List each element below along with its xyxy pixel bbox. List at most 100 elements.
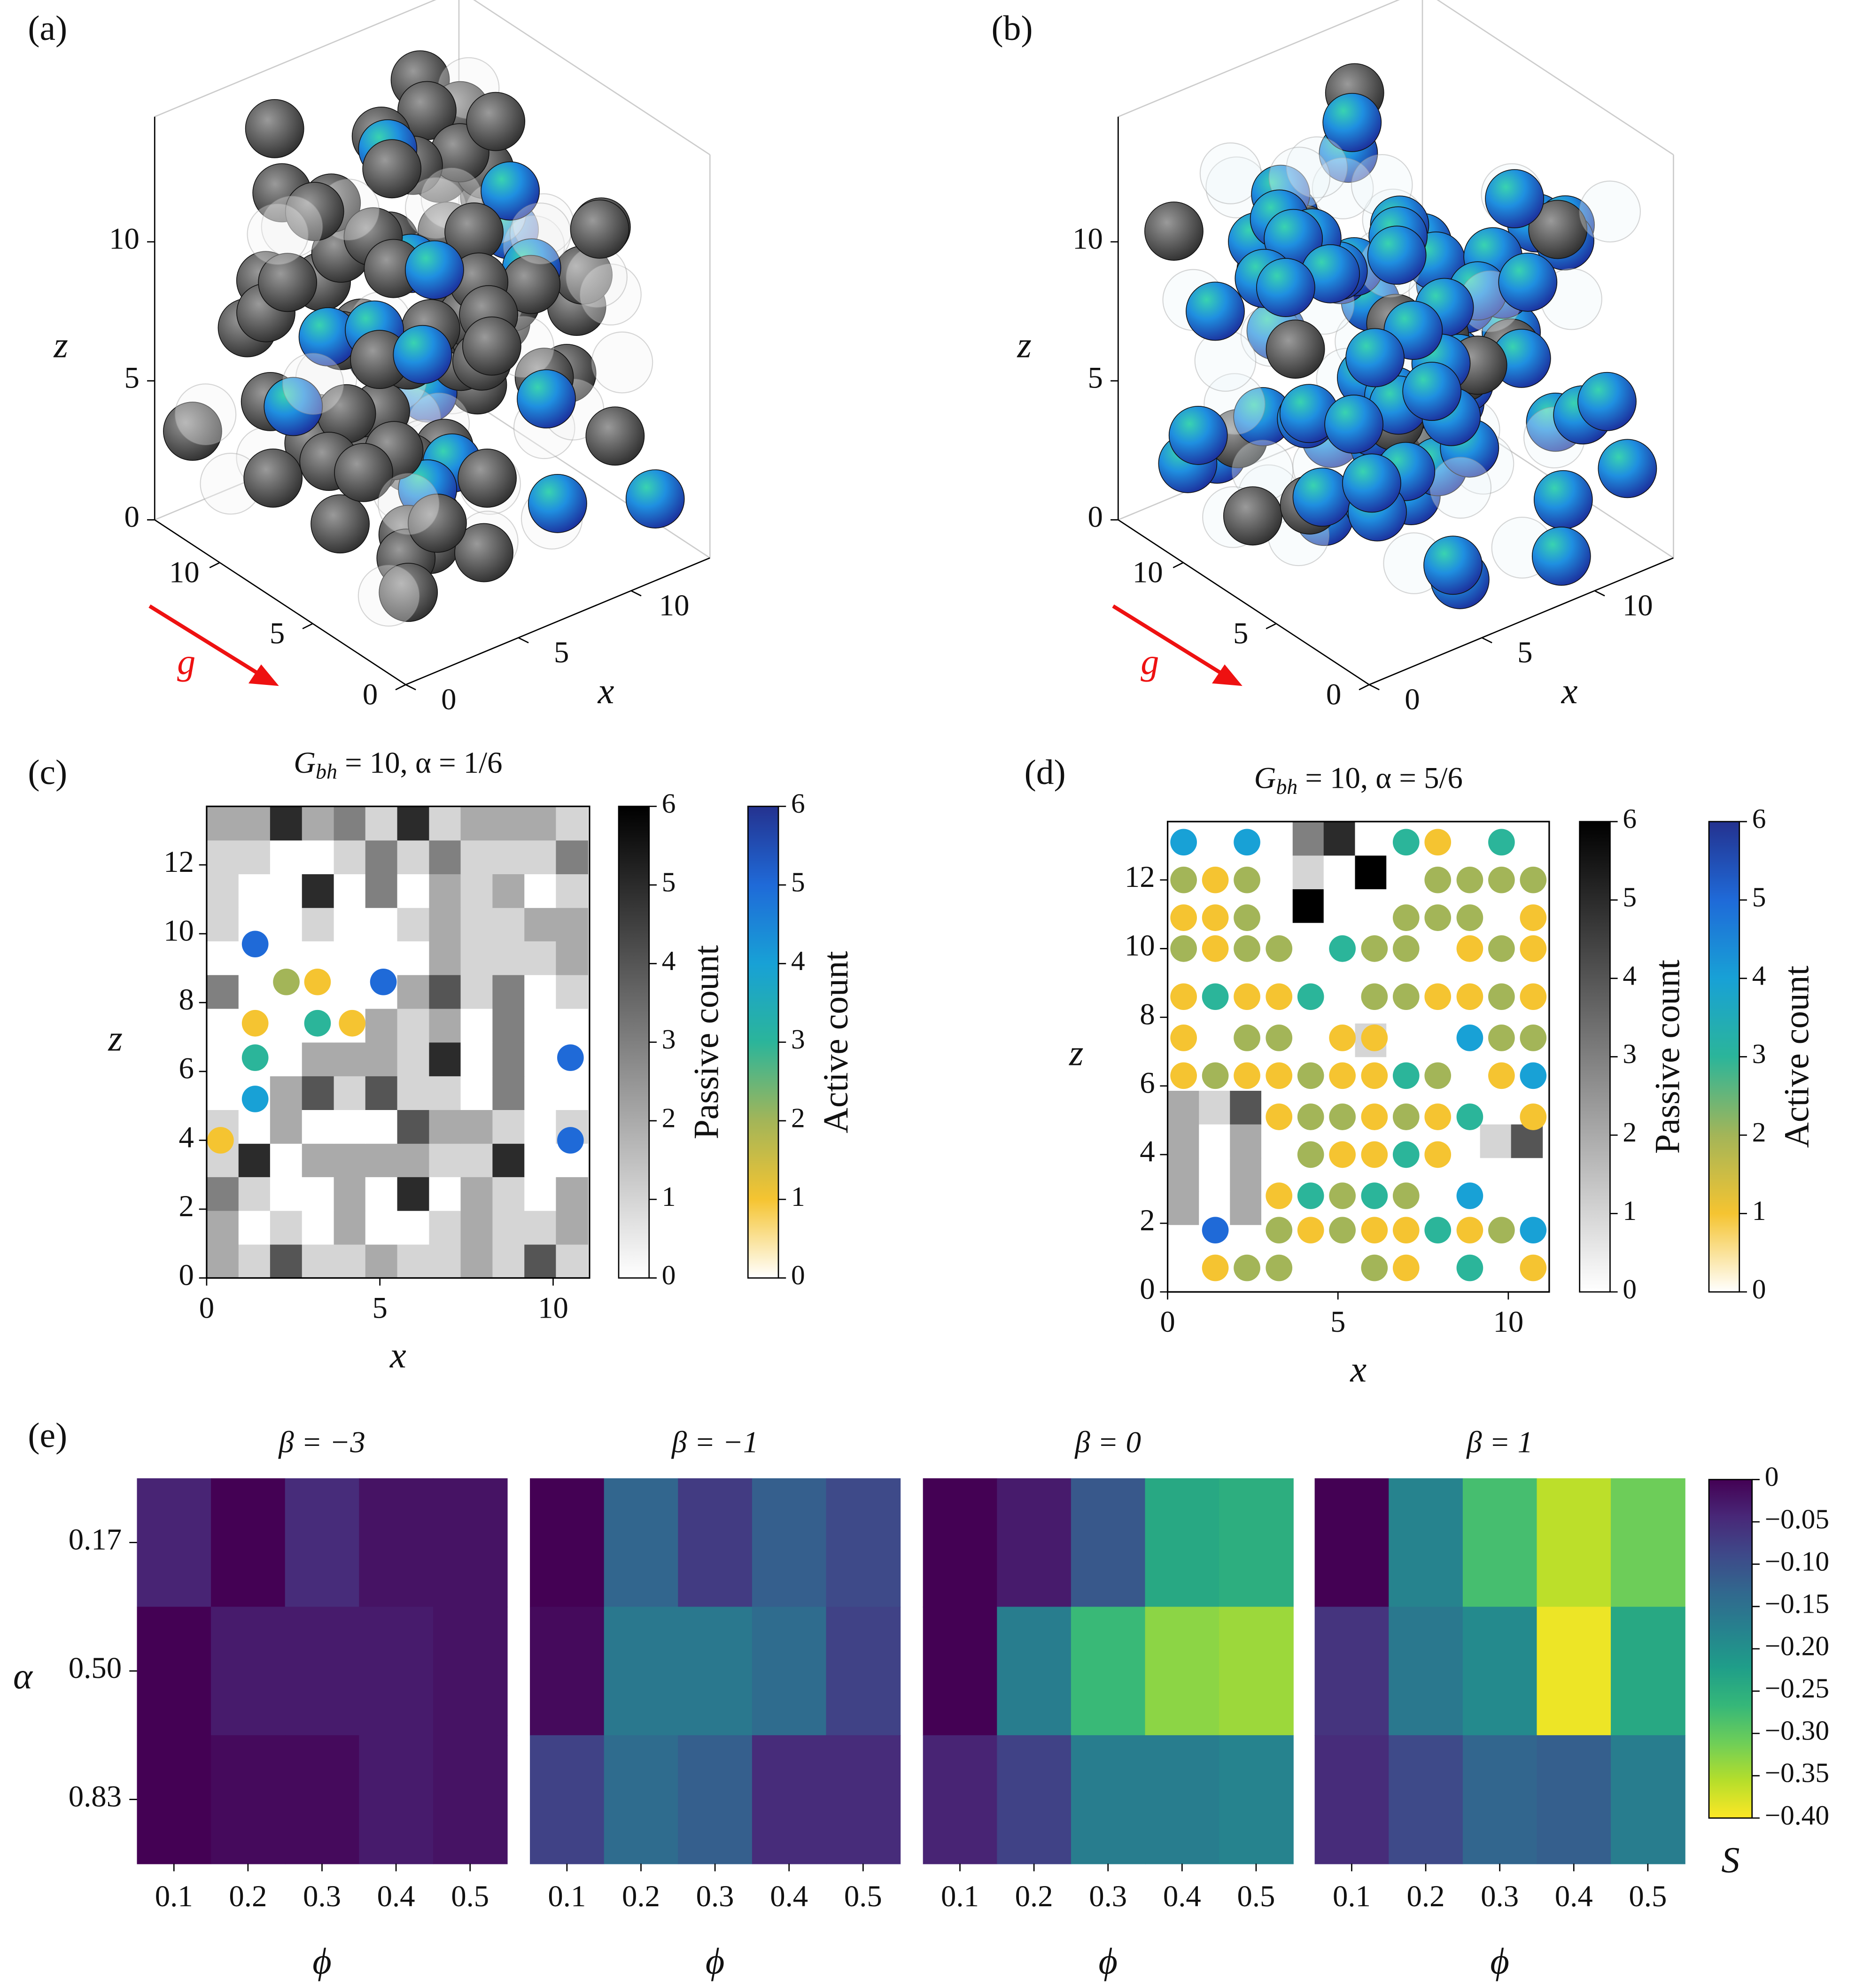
passive-cell [492,1143,525,1177]
active-point [1424,904,1452,931]
colorbar-tick-label: 4 [662,945,676,976]
passive-cell [270,874,303,908]
active-point [1520,983,1547,1010]
ghost-sphere [1312,157,1374,219]
ghost-sphere [591,331,653,394]
colorbar-tick-label: −0.15 [1765,1588,1829,1619]
colorbar-tick-label: 5 [1623,881,1637,912]
passive-cell [524,840,557,875]
passive-cell [429,874,461,908]
active-point [1170,1062,1197,1089]
y-axis [154,519,406,685]
panel-label: (a) [28,9,67,48]
passive-cell [270,1076,303,1110]
passive-cell [429,1177,461,1211]
x-tick-label: 0 [1405,683,1420,716]
passive-cell [365,1143,398,1177]
passive-cell [334,806,366,841]
passive-cell [397,974,430,1009]
active-point [1392,1254,1420,1281]
y-tick-label: 12 [163,845,194,879]
sphere [1528,200,1588,259]
passive-cell [492,974,525,1009]
ghost-sphere [1194,330,1257,392]
y-axis [1118,519,1370,685]
active-point [557,1044,584,1071]
colorbar-tick-label: 4 [1752,960,1766,991]
x-tick-label: 0.1 [1333,1879,1371,1913]
x-tick-label: 0 [1160,1305,1175,1339]
passive-cell [302,1076,334,1110]
y-tick-label: 5 [270,616,285,650]
active-point [1297,983,1324,1010]
active-point [1456,1254,1483,1281]
y-axis-label: z [108,1018,122,1059]
passive-cell [1480,889,1512,923]
colorbar-tick-label: 1 [791,1181,805,1212]
passive-cell [397,908,430,941]
heatmap-cell [1611,1607,1685,1736]
passive-cell [1480,955,1512,990]
x-tick-label: 0.2 [1407,1879,1445,1913]
colorbar-tick-label: −0.25 [1765,1673,1829,1704]
passive-cell [397,1177,430,1211]
passive-cell [524,1042,557,1077]
passive-cell [1480,1258,1512,1293]
heatmap-cell [923,1735,998,1864]
x-tick-label: 10 [538,1291,568,1325]
passive-cell [1199,1124,1231,1158]
active-point [1329,1062,1356,1089]
x-tick-label: 10 [659,589,690,622]
passive-cell [460,908,493,941]
sphere [362,139,422,199]
ghost-sphere [509,202,572,264]
passive-cell [1323,1258,1356,1293]
passive-cell [334,1177,366,1211]
y-tick-label: 6 [179,1052,194,1086]
x-tick-label: 0.4 [377,1879,415,1913]
passive-cell [397,941,430,975]
passive-cell [460,1210,493,1245]
passive-cell [206,806,239,841]
x-tick-label: 0.3 [696,1879,734,1913]
x-tick-label: 0.2 [1015,1879,1053,1913]
active-point [1361,1103,1388,1130]
sphere [264,377,323,436]
colorbar-tick-label: 5 [791,867,805,898]
passive-cell [334,908,366,941]
active-point [1297,1141,1324,1168]
sphere [462,316,521,376]
passive-cell [429,1143,461,1177]
passive-cell [302,908,334,941]
colorbar-label: S [1721,1839,1740,1880]
active-point [1202,1217,1229,1243]
heatmap-cell [678,1607,753,1736]
passive-cell [365,874,398,908]
sphere [1485,169,1544,228]
active-point [273,968,300,995]
y-tick-label: 0 [1326,677,1341,711]
heatmap-cell [604,1478,679,1607]
panel-label: (e) [28,1416,67,1455]
passive-cell [524,908,557,941]
passive-cell [429,974,461,1009]
z-tick-label: 0 [1088,500,1103,534]
sphere [393,325,452,384]
active-point [370,968,397,995]
sphere [404,240,464,300]
heatmap-cell [1314,1607,1390,1736]
sphere [311,494,370,554]
active-point [1361,935,1388,962]
heatmap-cell [1462,1607,1538,1736]
passive-cell [1480,1090,1512,1125]
x-axis-label: x [1350,1349,1367,1390]
active-point [1488,935,1515,962]
passive-cell [1167,1090,1200,1125]
passive-cell [334,1042,366,1077]
active-point [1456,1025,1483,1051]
active-point [1520,1062,1547,1089]
active-point [1456,866,1483,893]
passive-cell [365,1177,398,1211]
ghost-sphere [247,203,309,265]
